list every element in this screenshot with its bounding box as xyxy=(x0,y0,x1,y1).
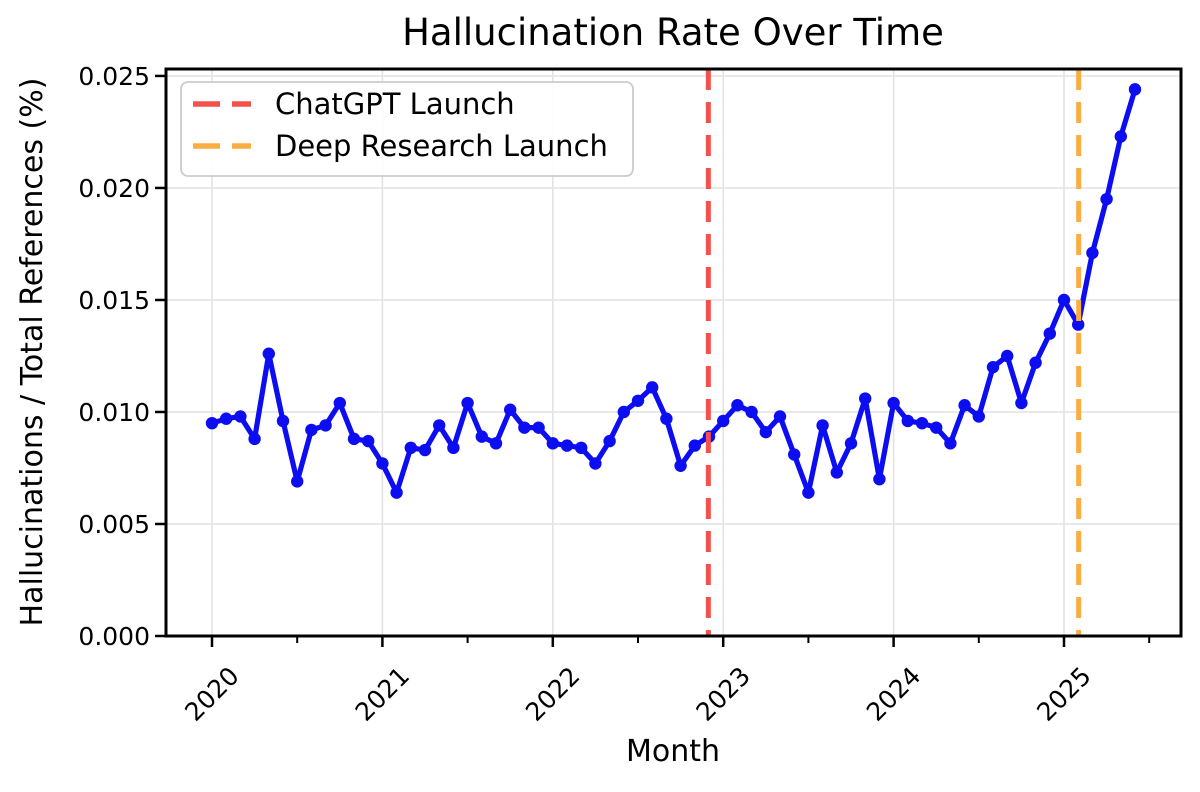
plot-border xyxy=(164,67,1183,638)
data-point-2020-09 xyxy=(319,419,332,432)
data-point-2020-05 xyxy=(262,347,275,360)
data-point-2020-12 xyxy=(362,434,375,448)
y-tick-label-0.010: 0.010 xyxy=(78,398,150,427)
data-point-2023-04 xyxy=(759,425,772,439)
data-point-2021-01 xyxy=(376,457,389,470)
data-point-2020-07 xyxy=(291,475,304,488)
data-point-2020-08 xyxy=(305,423,318,437)
event-vlines xyxy=(705,69,1082,636)
x-tick-label-2023: 2023 xyxy=(690,661,755,726)
data-point-2022-10 xyxy=(674,459,687,472)
data-point-2024-05 xyxy=(944,437,957,450)
data-point-2021-06 xyxy=(447,441,460,455)
data-point-2025-01 xyxy=(1057,293,1071,307)
data-point-2020-03 xyxy=(234,410,247,423)
data-point-2023-02 xyxy=(731,399,744,412)
data-point-2024-01 xyxy=(887,396,900,410)
data-point-2025-02 xyxy=(1072,318,1085,331)
data-point-2024-09 xyxy=(1001,349,1014,363)
y-tick-label-0.015: 0.015 xyxy=(78,286,150,315)
x-tick-label-2025: 2025 xyxy=(1031,661,1096,726)
data-point-2020-01 xyxy=(205,416,219,430)
data-point-2021-07 xyxy=(461,396,474,410)
x-tick-label-2021: 2021 xyxy=(350,661,415,726)
data-point-2022-08 xyxy=(646,381,659,394)
data-point-2023-12 xyxy=(873,472,886,486)
data-point-2024-10 xyxy=(1015,396,1028,410)
y-tick-label-0.025: 0.025 xyxy=(78,62,150,91)
data-point-2024-06 xyxy=(958,399,971,412)
chatgpt-launch-legend-label: ChatGPT Launch xyxy=(275,87,515,121)
data-point-2022-02 xyxy=(560,439,574,452)
data-point-2023-08 xyxy=(816,419,829,432)
y-axis-label: Hallucinations / Total References (%) xyxy=(15,78,50,627)
data-point-2022-09 xyxy=(660,412,673,425)
hallucination-rate-series xyxy=(205,83,1142,499)
data-point-2022-01 xyxy=(546,437,559,450)
y-tick-labels: 0.000 0.005 0.010 0.015 0.020 0.025 xyxy=(78,62,150,651)
x-tick-label-2024: 2024 xyxy=(861,661,926,726)
data-point-2024-04 xyxy=(930,421,943,434)
data-point-2021-04 xyxy=(418,443,432,457)
data-point-2022-04 xyxy=(589,457,602,470)
x-tick-label-2022: 2022 xyxy=(520,661,585,726)
data-point-2021-10 xyxy=(504,403,517,416)
data-point-2021-03 xyxy=(404,441,417,455)
data-point-2022-07 xyxy=(631,394,645,407)
legend: ChatGPT Launch Deep Research Launch xyxy=(180,81,634,177)
axis-ticks xyxy=(155,74,1151,647)
data-point-2025-06 xyxy=(1128,83,1142,96)
data-point-2021-11 xyxy=(518,421,531,434)
y-tick-label-0.005: 0.005 xyxy=(78,510,150,539)
data-point-2025-05 xyxy=(1114,130,1128,143)
data-point-2024-12 xyxy=(1043,327,1057,340)
data-point-2020-04 xyxy=(248,432,261,446)
data-point-2023-09 xyxy=(830,466,843,479)
data-point-2022-03 xyxy=(575,441,588,455)
data-point-2023-11 xyxy=(859,392,872,405)
data-point-2021-09 xyxy=(489,437,503,450)
y-tick-label-0.020: 0.020 xyxy=(78,174,150,203)
data-point-2025-04 xyxy=(1100,192,1113,206)
data-point-2020-06 xyxy=(276,414,290,428)
data-point-2022-06 xyxy=(617,405,630,419)
data-point-2024-11 xyxy=(1029,356,1042,369)
data-point-2021-12 xyxy=(532,421,545,434)
data-point-2025-03 xyxy=(1086,246,1099,260)
data-point-2020-02 xyxy=(220,412,233,425)
x-tick-label-2020: 2020 xyxy=(179,661,244,726)
deep-research-launch-legend-label: Deep Research Launch xyxy=(275,129,608,163)
chart-title: Hallucination Rate Over Time xyxy=(402,11,944,54)
data-point-2024-07 xyxy=(972,410,985,423)
data-point-2021-08 xyxy=(475,430,488,443)
data-point-2021-05 xyxy=(433,419,446,432)
data-point-2024-08 xyxy=(986,360,1000,374)
data-point-2024-03 xyxy=(915,416,929,430)
legend-box xyxy=(180,81,634,177)
data-point-2024-02 xyxy=(901,414,914,428)
data-point-2022-11 xyxy=(688,439,701,452)
data-point-2020-10 xyxy=(333,396,346,410)
data-point-2023-07 xyxy=(802,486,815,499)
y-tick-label-0.000: 0.000 xyxy=(78,622,150,651)
data-point-2023-06 xyxy=(788,448,801,461)
x-axis-label: Month xyxy=(626,734,720,769)
data-point-2023-03 xyxy=(745,405,758,419)
data-point-2023-01 xyxy=(717,414,730,428)
data-point-2023-05 xyxy=(773,410,787,423)
data-point-2021-02 xyxy=(390,486,403,499)
data-point-2020-11 xyxy=(347,432,361,446)
x-tick-labels: 2020 2021 2022 2023 2024 2025 xyxy=(179,661,1096,726)
data-point-2023-10 xyxy=(844,437,858,450)
data-point-2022-05 xyxy=(603,434,616,448)
